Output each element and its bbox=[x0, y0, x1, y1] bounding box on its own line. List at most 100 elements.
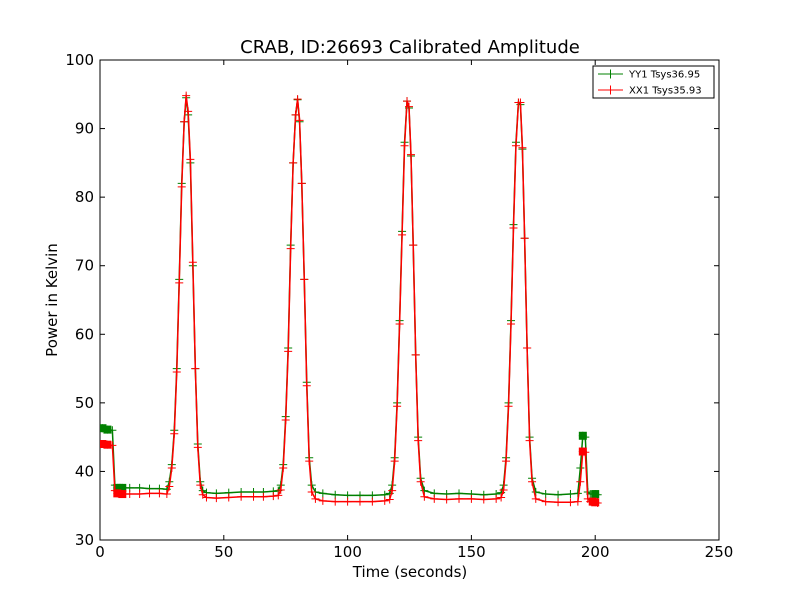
data-point bbox=[297, 179, 306, 188]
data-point bbox=[576, 464, 585, 472]
x-tick-label: 100 bbox=[333, 543, 362, 561]
data-point bbox=[516, 98, 525, 107]
series-xx1 bbox=[100, 91, 602, 507]
data-point bbox=[566, 490, 575, 499]
data-point bbox=[479, 495, 488, 504]
data-point bbox=[385, 495, 394, 504]
data-point bbox=[531, 494, 540, 503]
data-point bbox=[196, 481, 205, 490]
square-marker bbox=[103, 440, 112, 449]
data-point bbox=[368, 497, 377, 506]
data-point bbox=[492, 494, 501, 503]
x-tick-label: 50 bbox=[214, 543, 233, 561]
data-point bbox=[300, 275, 309, 284]
data-point bbox=[541, 497, 550, 506]
square-marker bbox=[118, 483, 127, 492]
data-point bbox=[284, 347, 293, 356]
data-point bbox=[525, 436, 534, 445]
data-point bbox=[411, 350, 420, 359]
data-point bbox=[125, 490, 134, 499]
data-point bbox=[409, 241, 418, 250]
series-layer bbox=[100, 91, 602, 507]
y-tick-label: 100 bbox=[65, 51, 94, 69]
data-point bbox=[393, 402, 402, 411]
data-point bbox=[528, 477, 537, 486]
data-point bbox=[554, 490, 563, 499]
data-point bbox=[170, 429, 179, 438]
plot-frame bbox=[99, 59, 720, 541]
data-point bbox=[380, 496, 389, 505]
data-point bbox=[202, 493, 211, 502]
square-marker bbox=[591, 498, 600, 507]
data-point bbox=[224, 493, 233, 502]
data-point bbox=[554, 498, 563, 507]
data-point bbox=[302, 381, 311, 390]
data-point bbox=[455, 494, 464, 503]
data-point bbox=[573, 497, 582, 506]
legend-label-yy1: YY1 Tsys36.95 bbox=[628, 70, 700, 81]
data-point bbox=[177, 182, 186, 191]
data-point bbox=[541, 490, 550, 499]
data-point bbox=[307, 488, 316, 496]
square-marker bbox=[113, 483, 122, 492]
square-marker bbox=[100, 440, 107, 448]
data-point bbox=[305, 457, 314, 466]
data-point bbox=[172, 368, 181, 376]
data-point bbox=[145, 489, 154, 498]
data-point bbox=[416, 477, 425, 486]
axis-ticks: 0 50 100 150 200 250 30 40 50 60 70 80 90 100 bbox=[65, 51, 733, 561]
data-point bbox=[467, 494, 476, 503]
data-point bbox=[311, 494, 320, 503]
data-point bbox=[279, 464, 288, 472]
y-tick-label: 70 bbox=[75, 257, 94, 275]
data-point bbox=[400, 141, 409, 150]
data-point bbox=[355, 497, 364, 506]
square-marker bbox=[103, 425, 112, 434]
data-point bbox=[420, 492, 429, 501]
x-tick-label: 150 bbox=[457, 543, 486, 561]
square-marker bbox=[100, 424, 107, 433]
legend: YY1 Tsys36.95 XX1 Tsys35.93 bbox=[592, 65, 715, 99]
data-point bbox=[286, 244, 295, 253]
data-point bbox=[405, 102, 414, 111]
data-point bbox=[182, 91, 191, 100]
data-point bbox=[193, 443, 202, 452]
data-point bbox=[430, 494, 439, 503]
data-point bbox=[162, 490, 171, 499]
data-point bbox=[289, 158, 298, 167]
chart-title: CRAB, ID:26693 Calibrated Amplitude bbox=[240, 37, 580, 58]
data-point bbox=[442, 495, 451, 504]
square-marker bbox=[591, 490, 600, 499]
data-point bbox=[331, 490, 340, 499]
data-point bbox=[167, 464, 176, 472]
data-point bbox=[281, 416, 290, 424]
data-point bbox=[249, 492, 258, 501]
data-point bbox=[523, 344, 532, 352]
data-point bbox=[390, 457, 399, 466]
series-line bbox=[102, 95, 598, 504]
data-point bbox=[295, 116, 304, 125]
y-tick-label: 40 bbox=[75, 462, 94, 480]
y-tick-label: 60 bbox=[75, 325, 94, 343]
plot-area: 0 50 100 150 200 250 30 40 50 60 70 80 90 100 bbox=[65, 51, 733, 561]
data-point bbox=[518, 143, 527, 152]
data-point bbox=[259, 492, 268, 501]
y-tick-label: 30 bbox=[75, 531, 94, 549]
data-point bbox=[504, 402, 513, 411]
data-point bbox=[186, 155, 195, 164]
data-point bbox=[414, 436, 423, 445]
x-tick-label: 200 bbox=[581, 543, 610, 561]
data-point bbox=[502, 457, 511, 466]
data-point bbox=[175, 278, 184, 287]
data-point bbox=[406, 150, 415, 159]
y-tick-label: 80 bbox=[75, 188, 94, 206]
legend-box bbox=[592, 65, 715, 99]
data-point bbox=[188, 258, 197, 267]
data-point bbox=[403, 97, 412, 106]
data-point bbox=[388, 486, 397, 495]
data-point bbox=[509, 224, 518, 232]
data-point bbox=[135, 490, 144, 499]
data-point bbox=[331, 497, 340, 506]
data-point bbox=[576, 477, 585, 486]
